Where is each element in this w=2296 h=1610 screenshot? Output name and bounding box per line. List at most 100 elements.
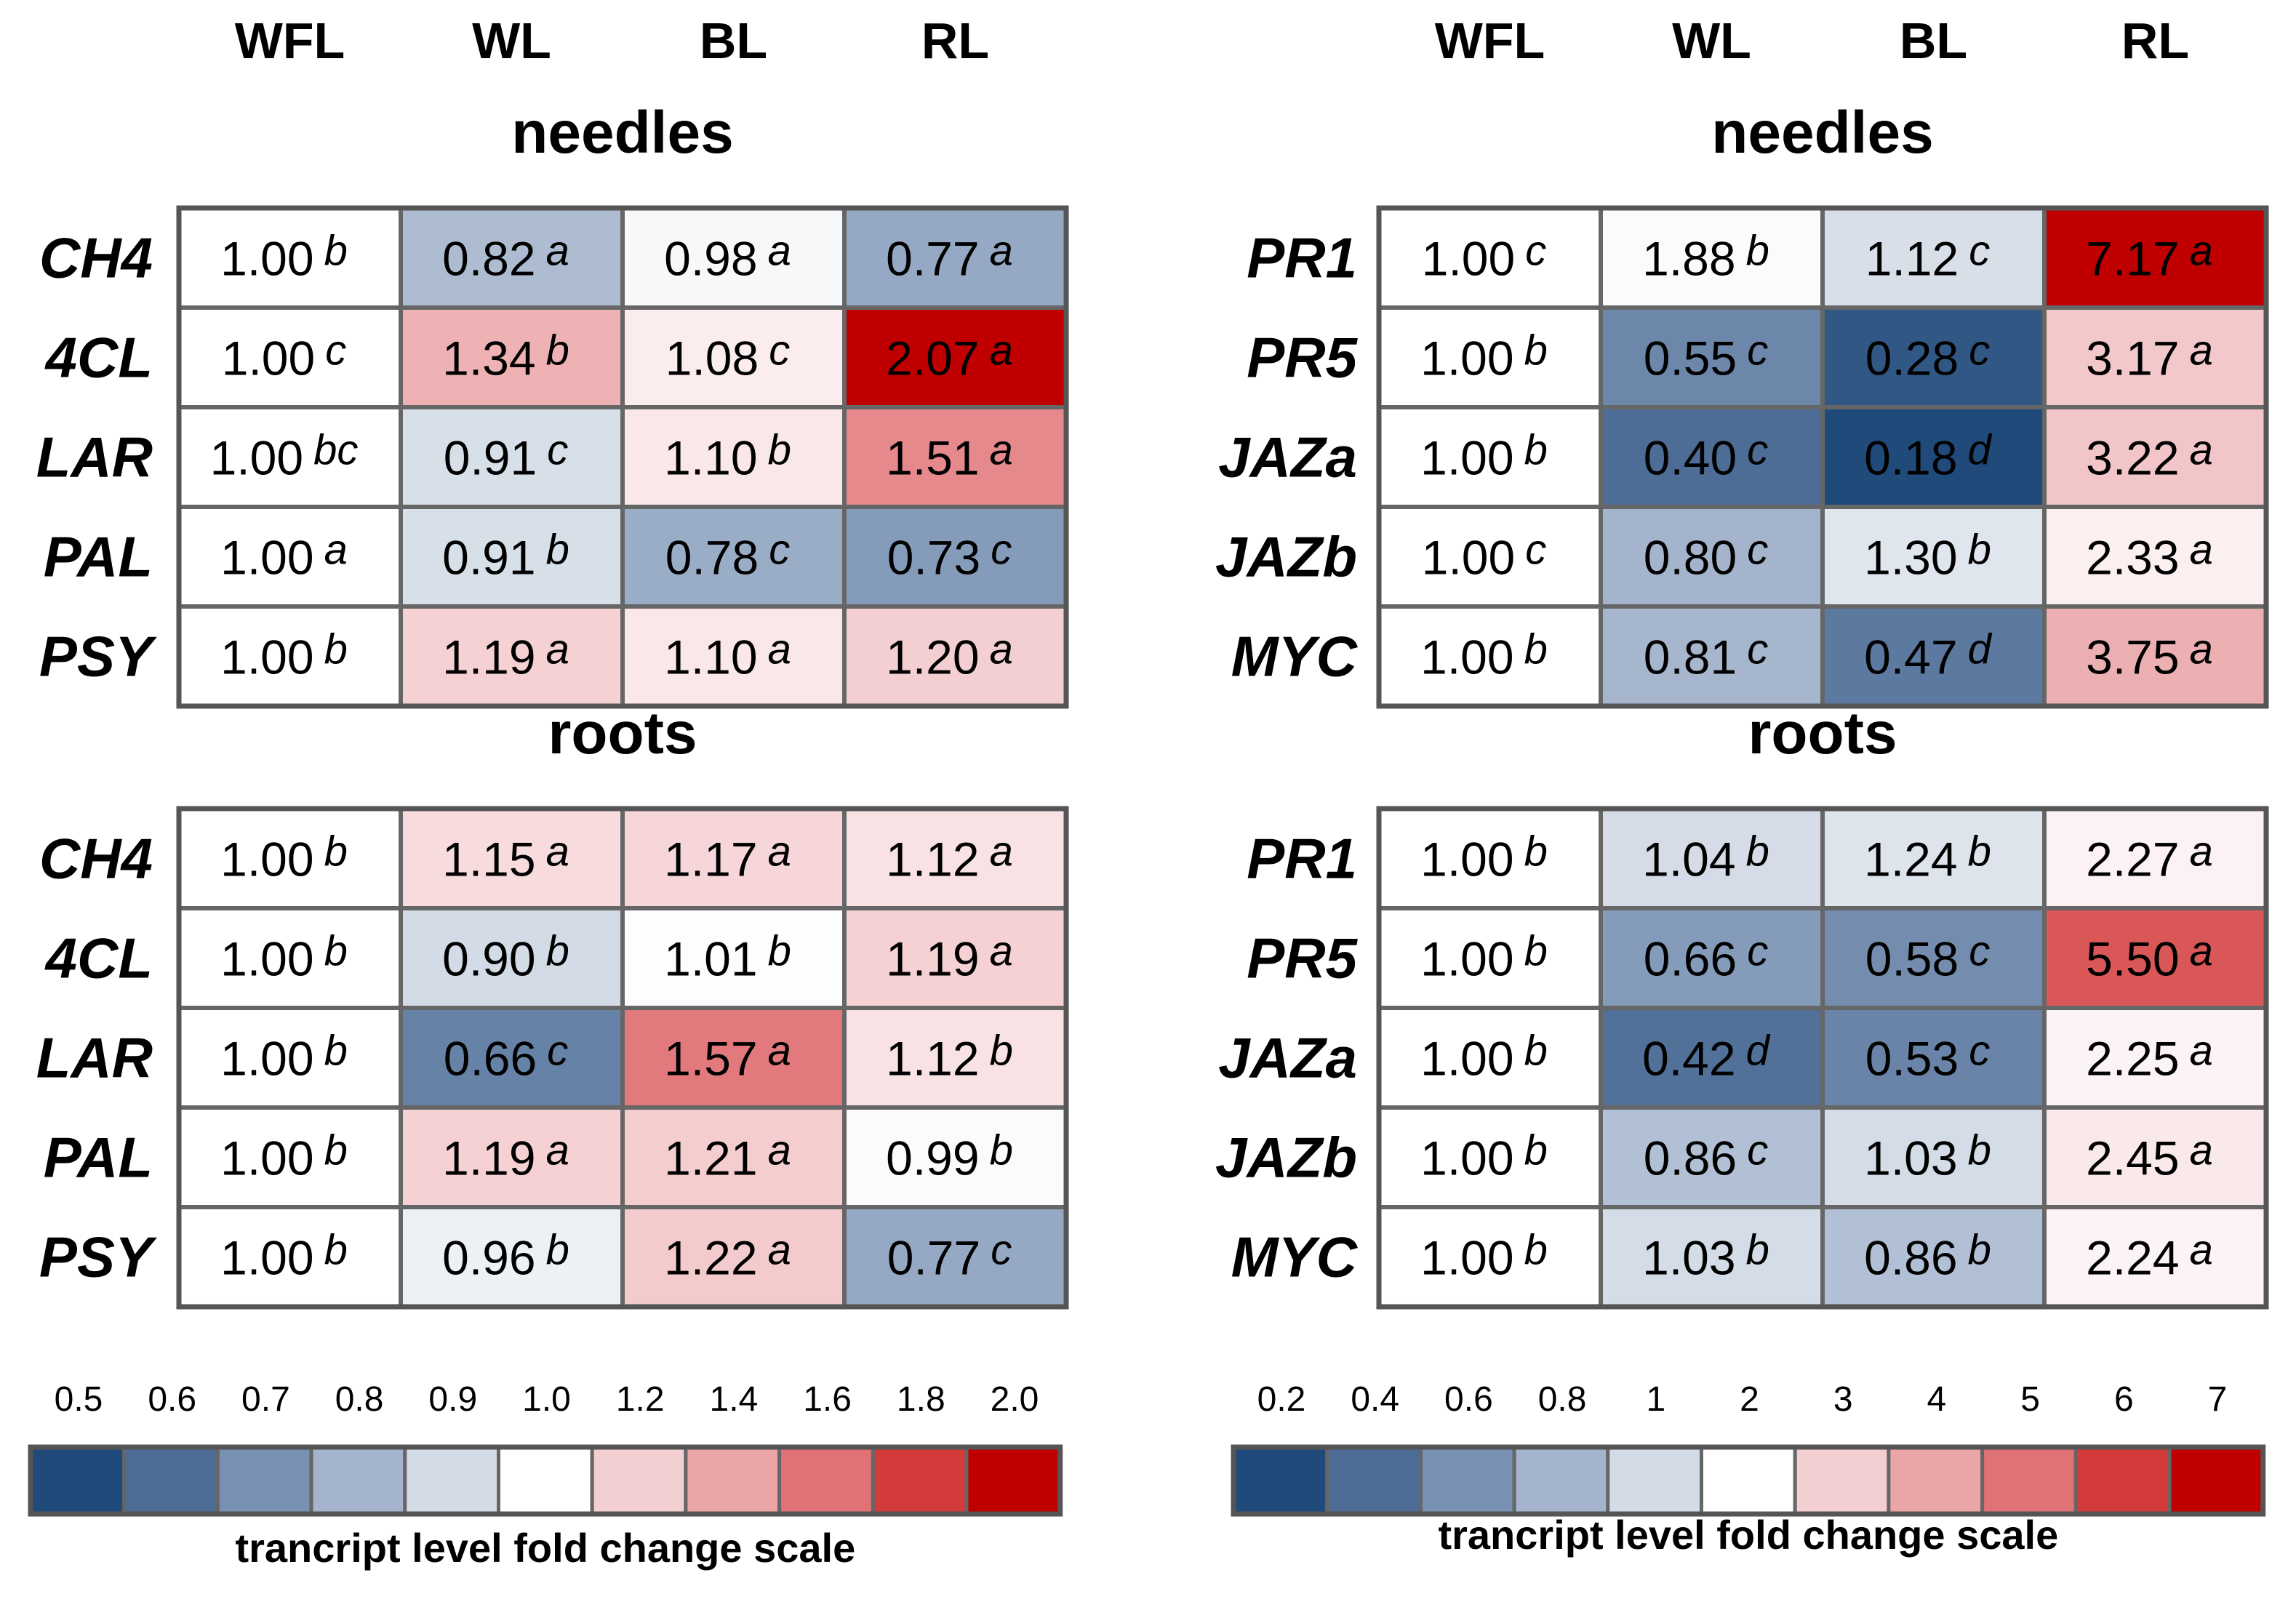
cell-value-label: 1.19 a	[886, 928, 1013, 986]
heatmap-cell	[1377, 405, 1603, 509]
heatmap-cell	[1599, 305, 1825, 409]
cell-value-label: 0.73 c	[887, 526, 1012, 585]
colorbar-bin	[964, 1445, 1063, 1516]
colorbar-bin	[28, 1445, 127, 1516]
heatmap-panel-1: WFL WL BL RL needles CH4 1.00 b 0.82 a 0.98 a 0.77 a 4…	[28, 12, 1069, 1571]
cell-value-label: 1.12 c	[1865, 228, 1990, 286]
cell-value-label: 0.98 a	[664, 228, 791, 286]
cell-value-label: 1.00 b	[1420, 1028, 1548, 1086]
colorbar-tick-label: 2.0	[991, 1380, 1039, 1419]
cell-value-label: 7.17 a	[2086, 228, 2213, 286]
colorbar-tick-label: 1.8	[897, 1380, 945, 1419]
cell-value-label: 1.00 b	[1420, 1127, 1548, 1185]
cell-value-label: 1.00 b	[220, 928, 348, 986]
colorbar-tick-label: 6	[2114, 1380, 2134, 1419]
cell-value-label: 5.50 a	[2086, 928, 2213, 986]
gene-label: PR1	[1247, 827, 1357, 891]
section-title: needles	[511, 100, 733, 166]
heatmap-cell	[842, 305, 1068, 409]
heatmap-cell	[1599, 1205, 1825, 1309]
heatmap-cell	[177, 806, 403, 910]
column-header-rl: RL	[921, 12, 989, 69]
cell-value-label: 1.15 a	[442, 828, 569, 886]
colorbar-tick-label: 0.5	[55, 1380, 103, 1419]
heatmap-cell	[399, 305, 625, 409]
gene-label: LAR	[36, 1026, 153, 1090]
colorbar-bin	[309, 1445, 407, 1516]
gene-label: JAZa	[1218, 425, 1357, 489]
cell-value-label: 0.91 b	[442, 526, 569, 585]
cell-value-label: 1.22 a	[664, 1227, 791, 1285]
colorbar-tick-label: 0.6	[1444, 1380, 1493, 1419]
gene-label: MYC	[1231, 625, 1359, 689]
heatmap-cell	[1377, 806, 1603, 910]
section-needles: needles CH4 1.00 b 0.82 a 0.98 a 0.77 a 4CL 1.00 c 1.…	[36, 100, 1069, 709]
colorbar-tick-label: 1.6	[803, 1380, 852, 1419]
heatmap-cell	[620, 505, 847, 609]
heatmap-cell	[177, 505, 403, 609]
cell-value-label: 1.00 c	[1422, 228, 1546, 286]
column-header-bl: BL	[1900, 12, 1967, 69]
heatmap-cell	[1820, 806, 2047, 910]
cell-value-label: 1.00 b	[220, 1028, 348, 1086]
cell-value-label: 1.10 a	[664, 626, 791, 684]
heatmap-cell	[1820, 1205, 2047, 1309]
cell-value-label: 1.00 b	[1420, 828, 1548, 886]
heatmap-cell	[177, 906, 403, 1010]
section-title: roots	[548, 700, 697, 766]
colorbar-tick-label: 0.7	[241, 1380, 290, 1419]
cell-value-label: 0.78 c	[665, 526, 790, 585]
cell-value-label: 3.75 a	[2086, 626, 2213, 684]
section-frame	[1376, 205, 2269, 709]
cell-value-label: 1.00 c	[1422, 526, 1546, 585]
heatmap-cell	[842, 1105, 1068, 1209]
cell-value-label: 1.19 a	[442, 1127, 569, 1185]
colorbar-tick-label: 1.2	[616, 1380, 665, 1419]
heatmap-cell	[1377, 206, 1603, 310]
section-roots: roots CH4 1.00 b 1.15 a 1.17 a 1.12 a 4CL 1.00 b 0.90…	[36, 700, 1069, 1310]
section-frame	[176, 806, 1069, 1310]
colorbar-bin	[1980, 1445, 2078, 1516]
heatmap-cell	[1820, 1006, 2047, 1110]
cell-value-label: 1.88 b	[1642, 228, 1769, 286]
gene-label: JAZb	[1215, 1126, 1357, 1190]
colorbar: 0.5 0.6 0.7 0.8 0.9 1.0 1.2 1.4 1.6 1.8 2.0 trancri…	[28, 1380, 1063, 1571]
cell-value-label: 0.58 c	[1865, 928, 1990, 986]
heatmap-cell	[620, 405, 847, 509]
colorbar-tick-label: 0.9	[428, 1380, 477, 1419]
colorbar-tick-label: 1	[1646, 1380, 1665, 1419]
cell-value-label: 3.17 a	[2086, 327, 2213, 385]
gene-label: 4CL	[44, 926, 153, 990]
heatmap-cell	[842, 405, 1068, 509]
colorbar-tick-label: 1.0	[522, 1380, 571, 1419]
cell-value-label: 2.25 a	[2086, 1028, 2213, 1086]
cell-value-label: 0.18 d	[1864, 427, 1992, 485]
cell-value-label: 1.00 b	[220, 1127, 348, 1185]
colorbar-bin	[590, 1445, 688, 1516]
heatmap-cell	[399, 405, 625, 509]
gene-label: JAZa	[1218, 1026, 1357, 1090]
heatmap-cell	[1820, 206, 2047, 310]
cell-value-label: 0.80 c	[1644, 526, 1768, 585]
cell-value-label: 1.20 a	[886, 626, 1013, 684]
cell-value-label: 1.12 b	[886, 1028, 1013, 1086]
colorbar-tick-label: 4	[1927, 1380, 1947, 1419]
heatmap-cell	[1377, 906, 1603, 1010]
heatmap-cell	[2042, 405, 2268, 509]
column-header-wl: WL	[472, 12, 551, 69]
gene-label: JAZb	[1215, 525, 1357, 589]
section-title: roots	[1748, 700, 1897, 766]
colorbar-tick-label: 0.8	[1538, 1380, 1587, 1419]
heatmap-cell	[1377, 505, 1603, 609]
heatmap-cell	[842, 806, 1068, 910]
cell-value-label: 1.04 b	[1642, 828, 1769, 886]
gene-label: PAL	[44, 525, 153, 589]
cell-value-label: 1.00 b	[220, 1227, 348, 1285]
cell-value-label: 3.22 a	[2086, 427, 2213, 485]
cell-value-label: 1.00 c	[222, 327, 346, 385]
cell-value-label: 1.34 b	[442, 327, 569, 385]
cell-value-label: 2.33 a	[2086, 526, 2213, 585]
cell-value-label: 1.00 b	[220, 228, 348, 286]
cell-value-label: 0.28 c	[1865, 327, 1990, 385]
heatmap-cell	[1820, 906, 2047, 1010]
